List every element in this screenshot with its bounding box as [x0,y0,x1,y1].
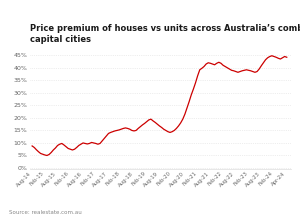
Text: Source: realestate.com.au: Source: realestate.com.au [9,210,82,215]
Text: Price premium of houses vs units across Australia’s combined
capital cities: Price premium of houses vs units across … [30,24,300,44]
